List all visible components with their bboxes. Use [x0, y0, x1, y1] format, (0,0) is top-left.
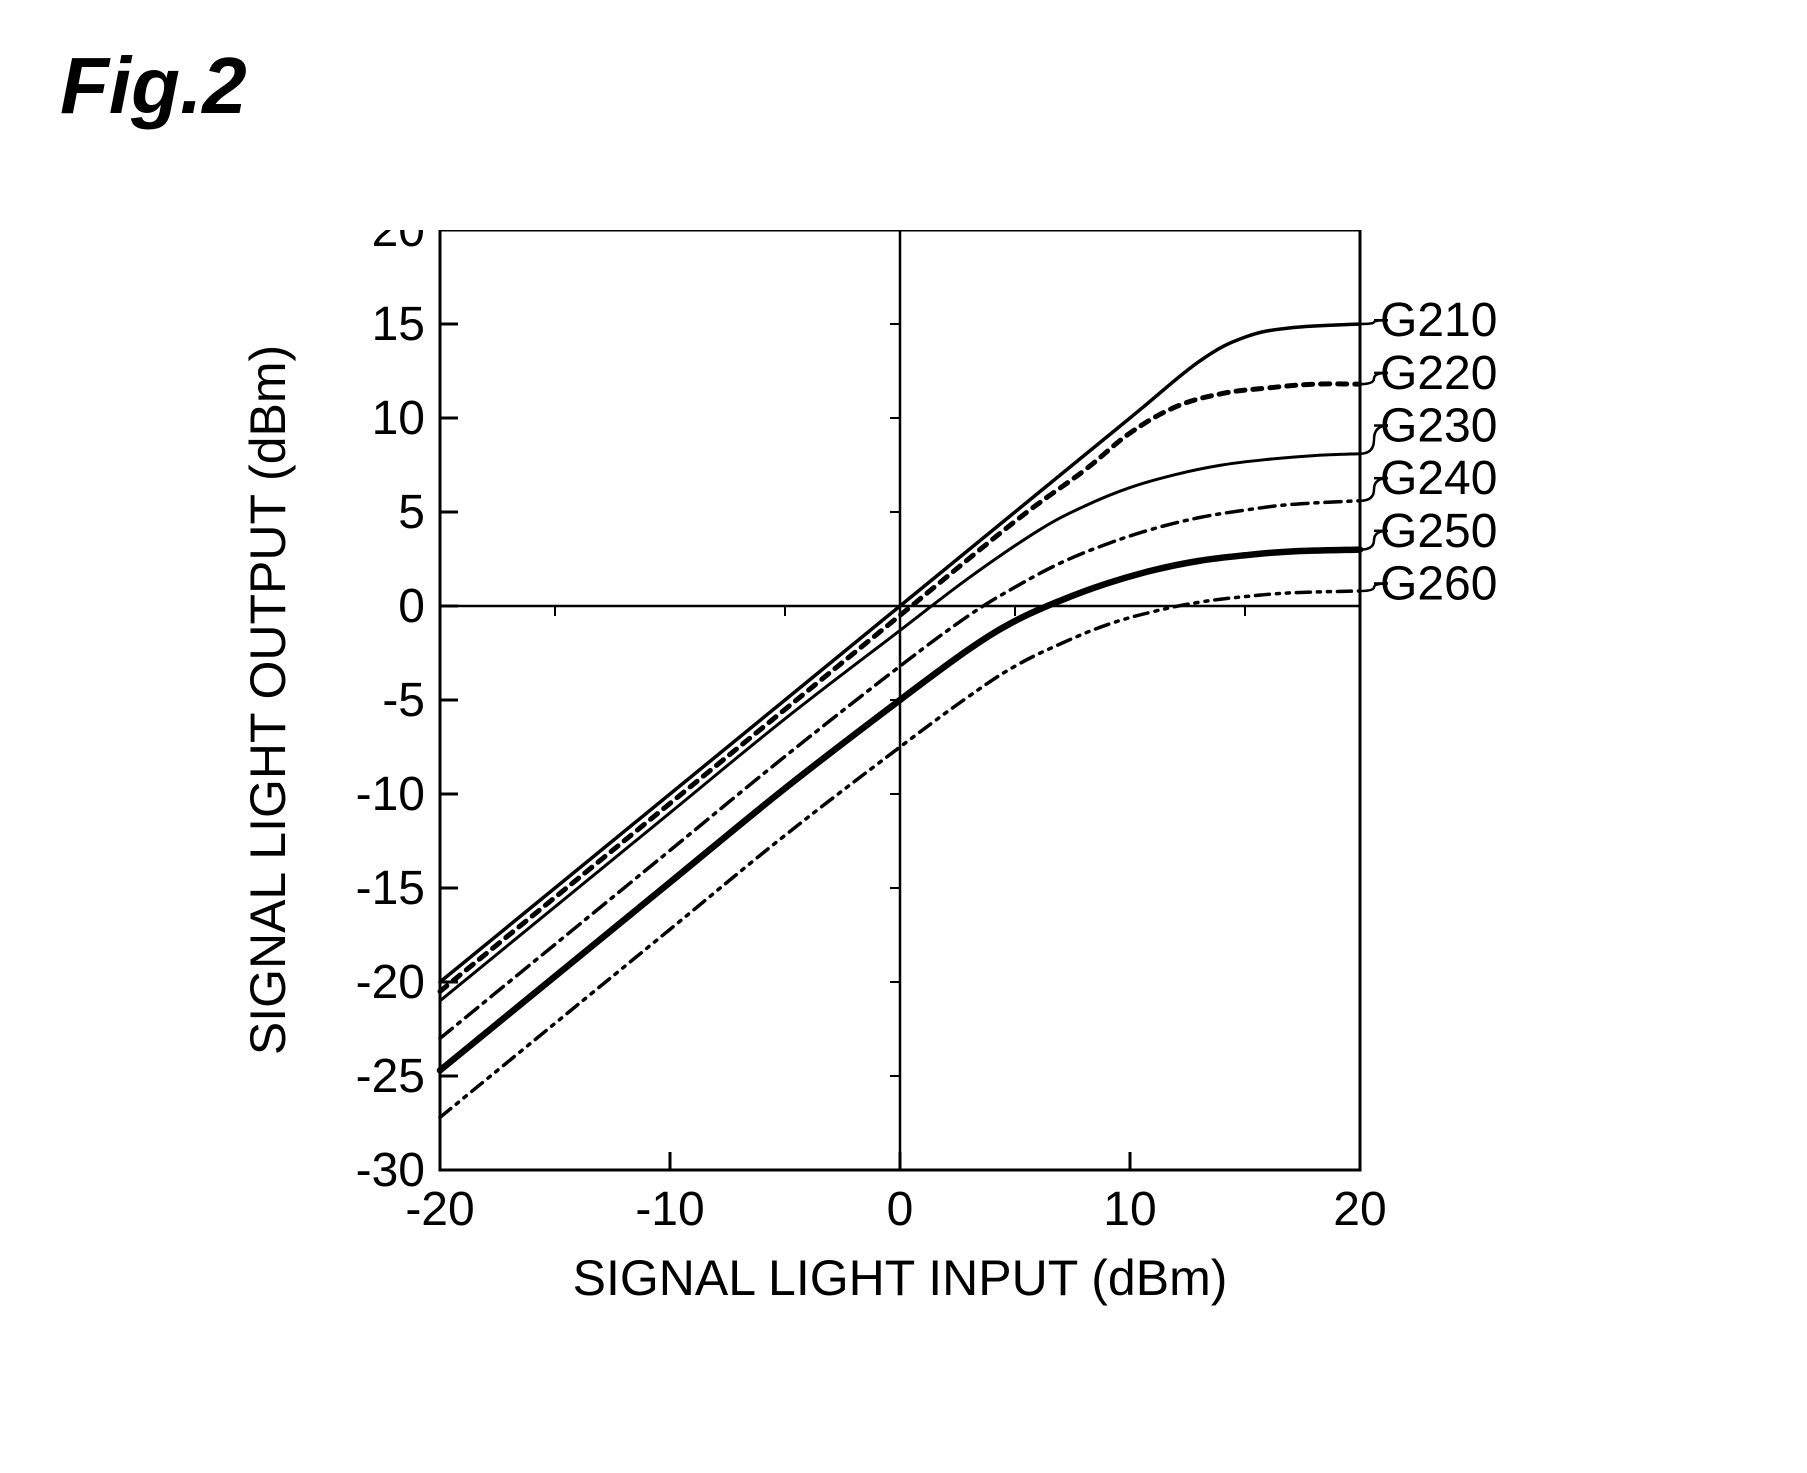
series-label-G250: G250: [1380, 505, 1497, 558]
x-tick-label: -20: [405, 1183, 474, 1236]
x-tick-label: -10: [635, 1183, 704, 1236]
x-tick-label: 10: [1103, 1183, 1156, 1236]
y-tick-label: -15: [356, 862, 425, 915]
series-label-G210: G210: [1380, 294, 1497, 347]
series-label-G240: G240: [1380, 452, 1497, 505]
y-tick-label: 5: [398, 486, 425, 539]
x-tick-label: 0: [887, 1183, 914, 1236]
y-tick-label: 15: [372, 298, 425, 351]
y-tick-label: -25: [356, 1050, 425, 1103]
y-tick-label: 10: [372, 392, 425, 445]
x-tick-label: 20: [1333, 1183, 1386, 1236]
y-tick-label: 0: [398, 580, 425, 633]
figure-title: Fig.2: [60, 40, 247, 132]
series-label-G230: G230: [1380, 400, 1497, 453]
y-axis-label: SIGNAL LIGHT OUTPUT (dBm): [240, 345, 296, 1055]
y-tick-label: -5: [382, 674, 425, 727]
y-tick-label: 20: [372, 230, 425, 257]
series-label-G260: G260: [1380, 557, 1497, 610]
x-axis-label: SIGNAL LIGHT INPUT (dBm): [573, 1250, 1228, 1306]
series-label-G220: G220: [1380, 347, 1497, 400]
y-tick-label: -10: [356, 768, 425, 821]
chart-svg: -30-25-20-15-10-505101520-20-1001020SIGN…: [160, 230, 1660, 1410]
chart: -30-25-20-15-10-505101520-20-1001020SIGN…: [160, 230, 1660, 1410]
y-tick-label: -20: [356, 956, 425, 1009]
